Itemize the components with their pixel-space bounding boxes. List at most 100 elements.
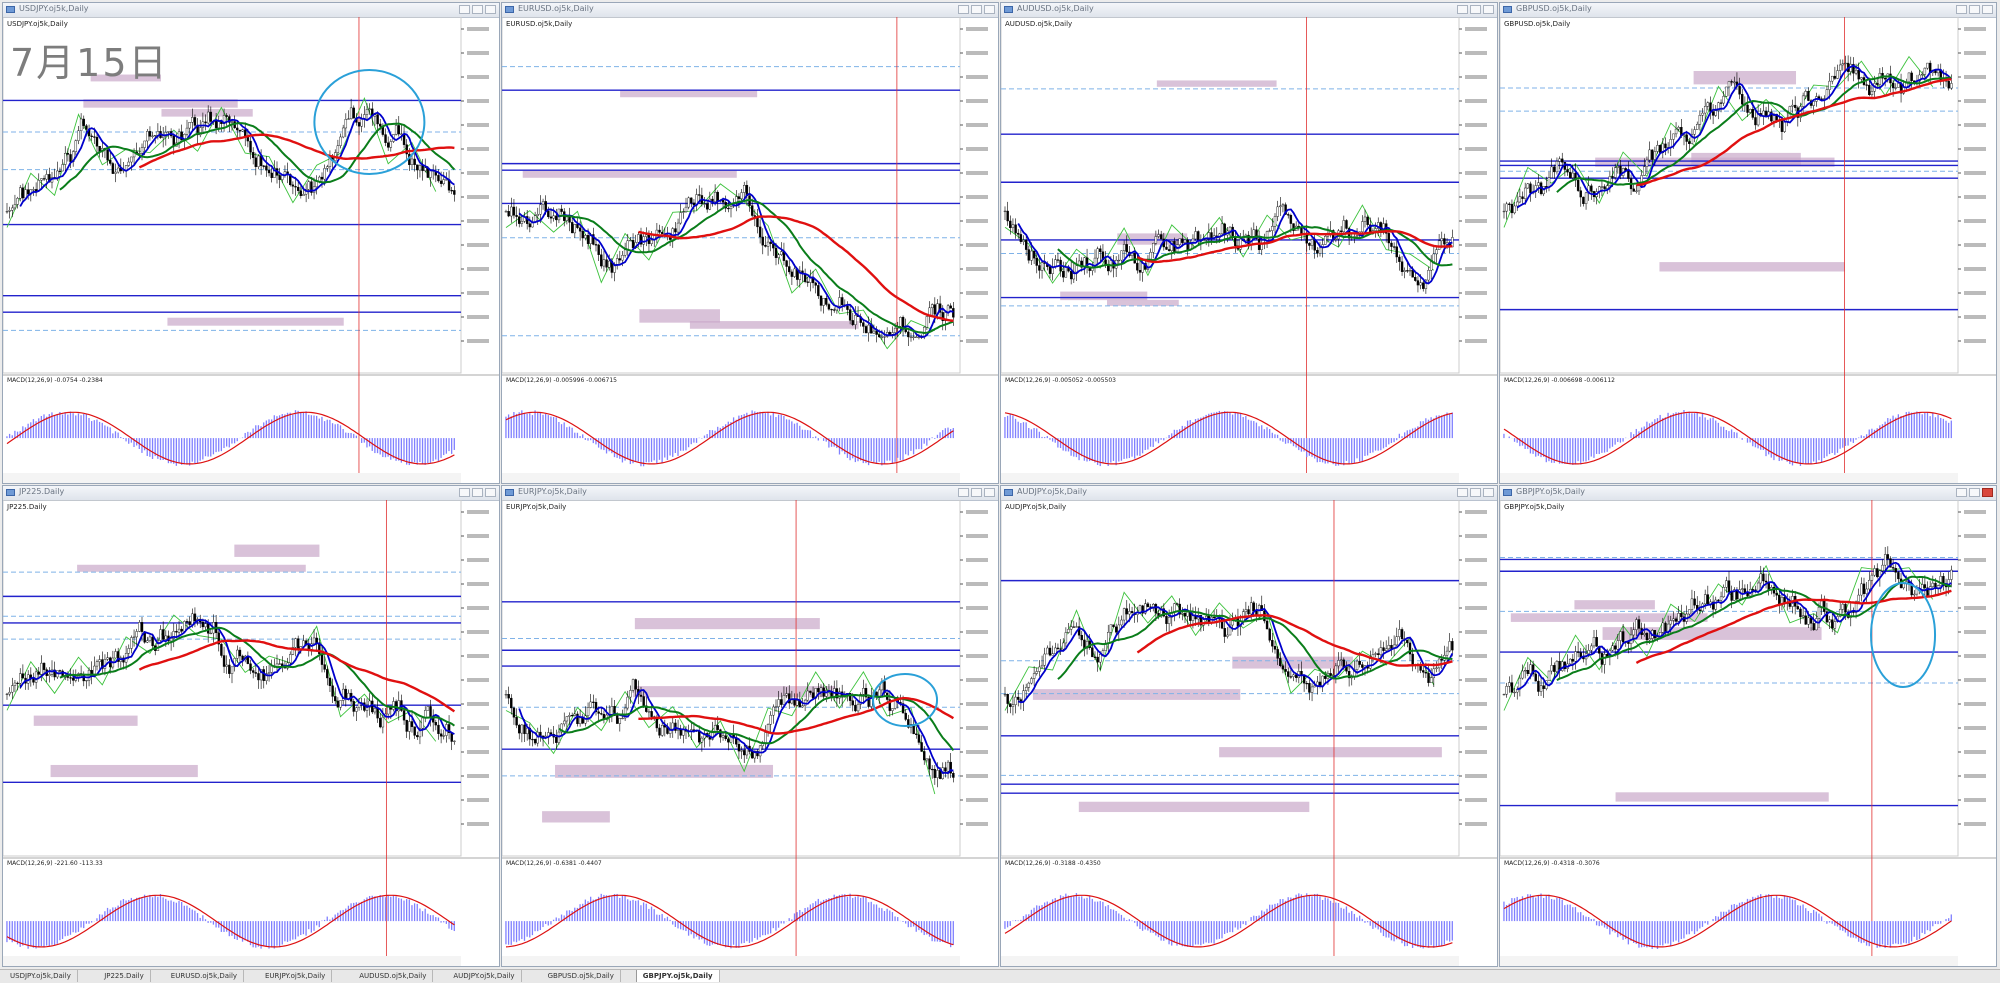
macd-bar	[939, 432, 940, 438]
chart-window-icon	[6, 6, 15, 13]
chart-title-bar[interactable]: USDJPY.oj5k,Daily	[3, 3, 499, 18]
minimize-window-button[interactable]	[958, 5, 969, 14]
macd-bar	[14, 431, 15, 438]
macd-bar	[192, 909, 193, 921]
price-chart[interactable]	[1500, 17, 1997, 484]
price-chart[interactable]	[3, 17, 500, 484]
minimize-window-button[interactable]	[459, 488, 470, 497]
candle	[1017, 233, 1019, 234]
price-chart[interactable]	[502, 17, 999, 484]
close-window-button[interactable]	[1982, 5, 1993, 14]
close-window-button[interactable]	[1483, 5, 1494, 14]
chart-title-bar[interactable]: JP225.Daily	[3, 486, 499, 501]
maximize-window-button[interactable]	[1969, 5, 1980, 14]
close-window-button[interactable]	[984, 488, 995, 497]
macd-bar	[1577, 438, 1578, 461]
macd-bar	[1630, 921, 1631, 941]
chart-title-bar[interactable]: GBPJPY.oj5k,Daily	[1500, 486, 1996, 501]
candle	[1396, 637, 1398, 645]
candle	[913, 337, 915, 338]
candle	[621, 255, 623, 260]
macd-bar	[6, 921, 7, 942]
candle	[1686, 135, 1688, 142]
chart-title-bar[interactable]: EURJPY.oj5k,Daily	[502, 486, 998, 501]
candle	[1572, 173, 1574, 178]
minimize-window-button[interactable]	[958, 488, 969, 497]
candle	[1638, 620, 1640, 629]
macd-bar	[664, 438, 665, 457]
macd-bar	[1121, 438, 1122, 461]
candle	[714, 192, 716, 202]
chart-title-bar[interactable]: GBPUSD.oj5k,Daily	[1500, 3, 1996, 18]
chart-tab[interactable]: GBPJPY.oj5k,Daily	[636, 970, 720, 982]
candle	[1633, 189, 1635, 192]
price-chart[interactable]	[1001, 500, 1498, 967]
minimize-window-button[interactable]	[1457, 5, 1468, 14]
candle	[1582, 197, 1584, 204]
price-chart[interactable]	[502, 500, 999, 967]
macd-bar	[33, 419, 34, 438]
candle	[70, 154, 72, 161]
price-scale-tick	[1465, 534, 1487, 538]
chart-title-bar[interactable]: AUDUSD.oj5k,Daily	[1001, 3, 1497, 18]
minimize-window-button[interactable]	[1956, 5, 1967, 14]
candle	[1020, 234, 1022, 241]
price-chart[interactable]	[1500, 500, 1997, 967]
chart-title-bar[interactable]: EURUSD.oj5k,Daily	[502, 3, 998, 18]
candle	[759, 227, 761, 237]
chart-tab[interactable]: EURJPY.oj5k,Daily	[259, 970, 332, 982]
maximize-window-button[interactable]	[971, 488, 982, 497]
minimize-window-button[interactable]	[459, 5, 470, 14]
minimize-window-button[interactable]	[1956, 488, 1967, 497]
macd-bar	[247, 921, 248, 942]
macd-bar	[1041, 905, 1042, 921]
macd-bar	[529, 413, 530, 438]
chart-tab[interactable]: AUDJPY.oj5k,Daily	[447, 970, 521, 982]
close-window-button[interactable]	[984, 5, 995, 14]
candle	[1792, 105, 1794, 106]
candle	[1519, 197, 1521, 202]
maximize-window-button[interactable]	[472, 488, 483, 497]
supply-demand-zone	[1694, 71, 1796, 84]
chart-tab[interactable]: GBPUSD.oj5k,Daily	[542, 970, 621, 982]
macd-bar	[1039, 432, 1040, 438]
minimize-window-button[interactable]	[1457, 488, 1468, 497]
candle	[1548, 671, 1550, 681]
chart-tab[interactable]: AUDUSD.oj5k,Daily	[353, 970, 433, 982]
chart-tab[interactable]: USDJPY.oj5k,Daily	[4, 970, 78, 982]
close-window-button[interactable]	[485, 5, 496, 14]
candle	[1139, 606, 1141, 612]
price-chart[interactable]	[3, 500, 500, 967]
candle	[414, 727, 416, 736]
price-chart[interactable]	[1001, 17, 1498, 484]
macd-bar	[1280, 899, 1281, 921]
candle	[295, 639, 297, 648]
close-window-button[interactable]	[485, 488, 496, 497]
macd-bar	[1948, 423, 1949, 438]
chart-tab[interactable]: EURUSD.oj5k,Daily	[165, 970, 244, 982]
maximize-window-button[interactable]	[971, 5, 982, 14]
maximize-window-button[interactable]	[472, 5, 483, 14]
supply-demand-zone	[635, 618, 820, 629]
chart-tab[interactable]: JP225.Daily	[98, 970, 151, 982]
macd-bar	[1652, 422, 1653, 438]
macd-bar	[1129, 438, 1130, 458]
chart-title-bar[interactable]: AUDJPY.oj5k,Daily	[1001, 486, 1497, 501]
maximize-window-button[interactable]	[1969, 488, 1980, 497]
close-window-button[interactable]	[1982, 488, 1993, 497]
candle	[555, 216, 557, 220]
close-window-button[interactable]	[1483, 488, 1494, 497]
candle	[1237, 618, 1239, 626]
candle	[794, 269, 796, 277]
maximize-window-button[interactable]	[1470, 488, 1481, 497]
maximize-window-button[interactable]	[1470, 5, 1481, 14]
candle	[387, 143, 389, 148]
candle	[255, 158, 257, 167]
